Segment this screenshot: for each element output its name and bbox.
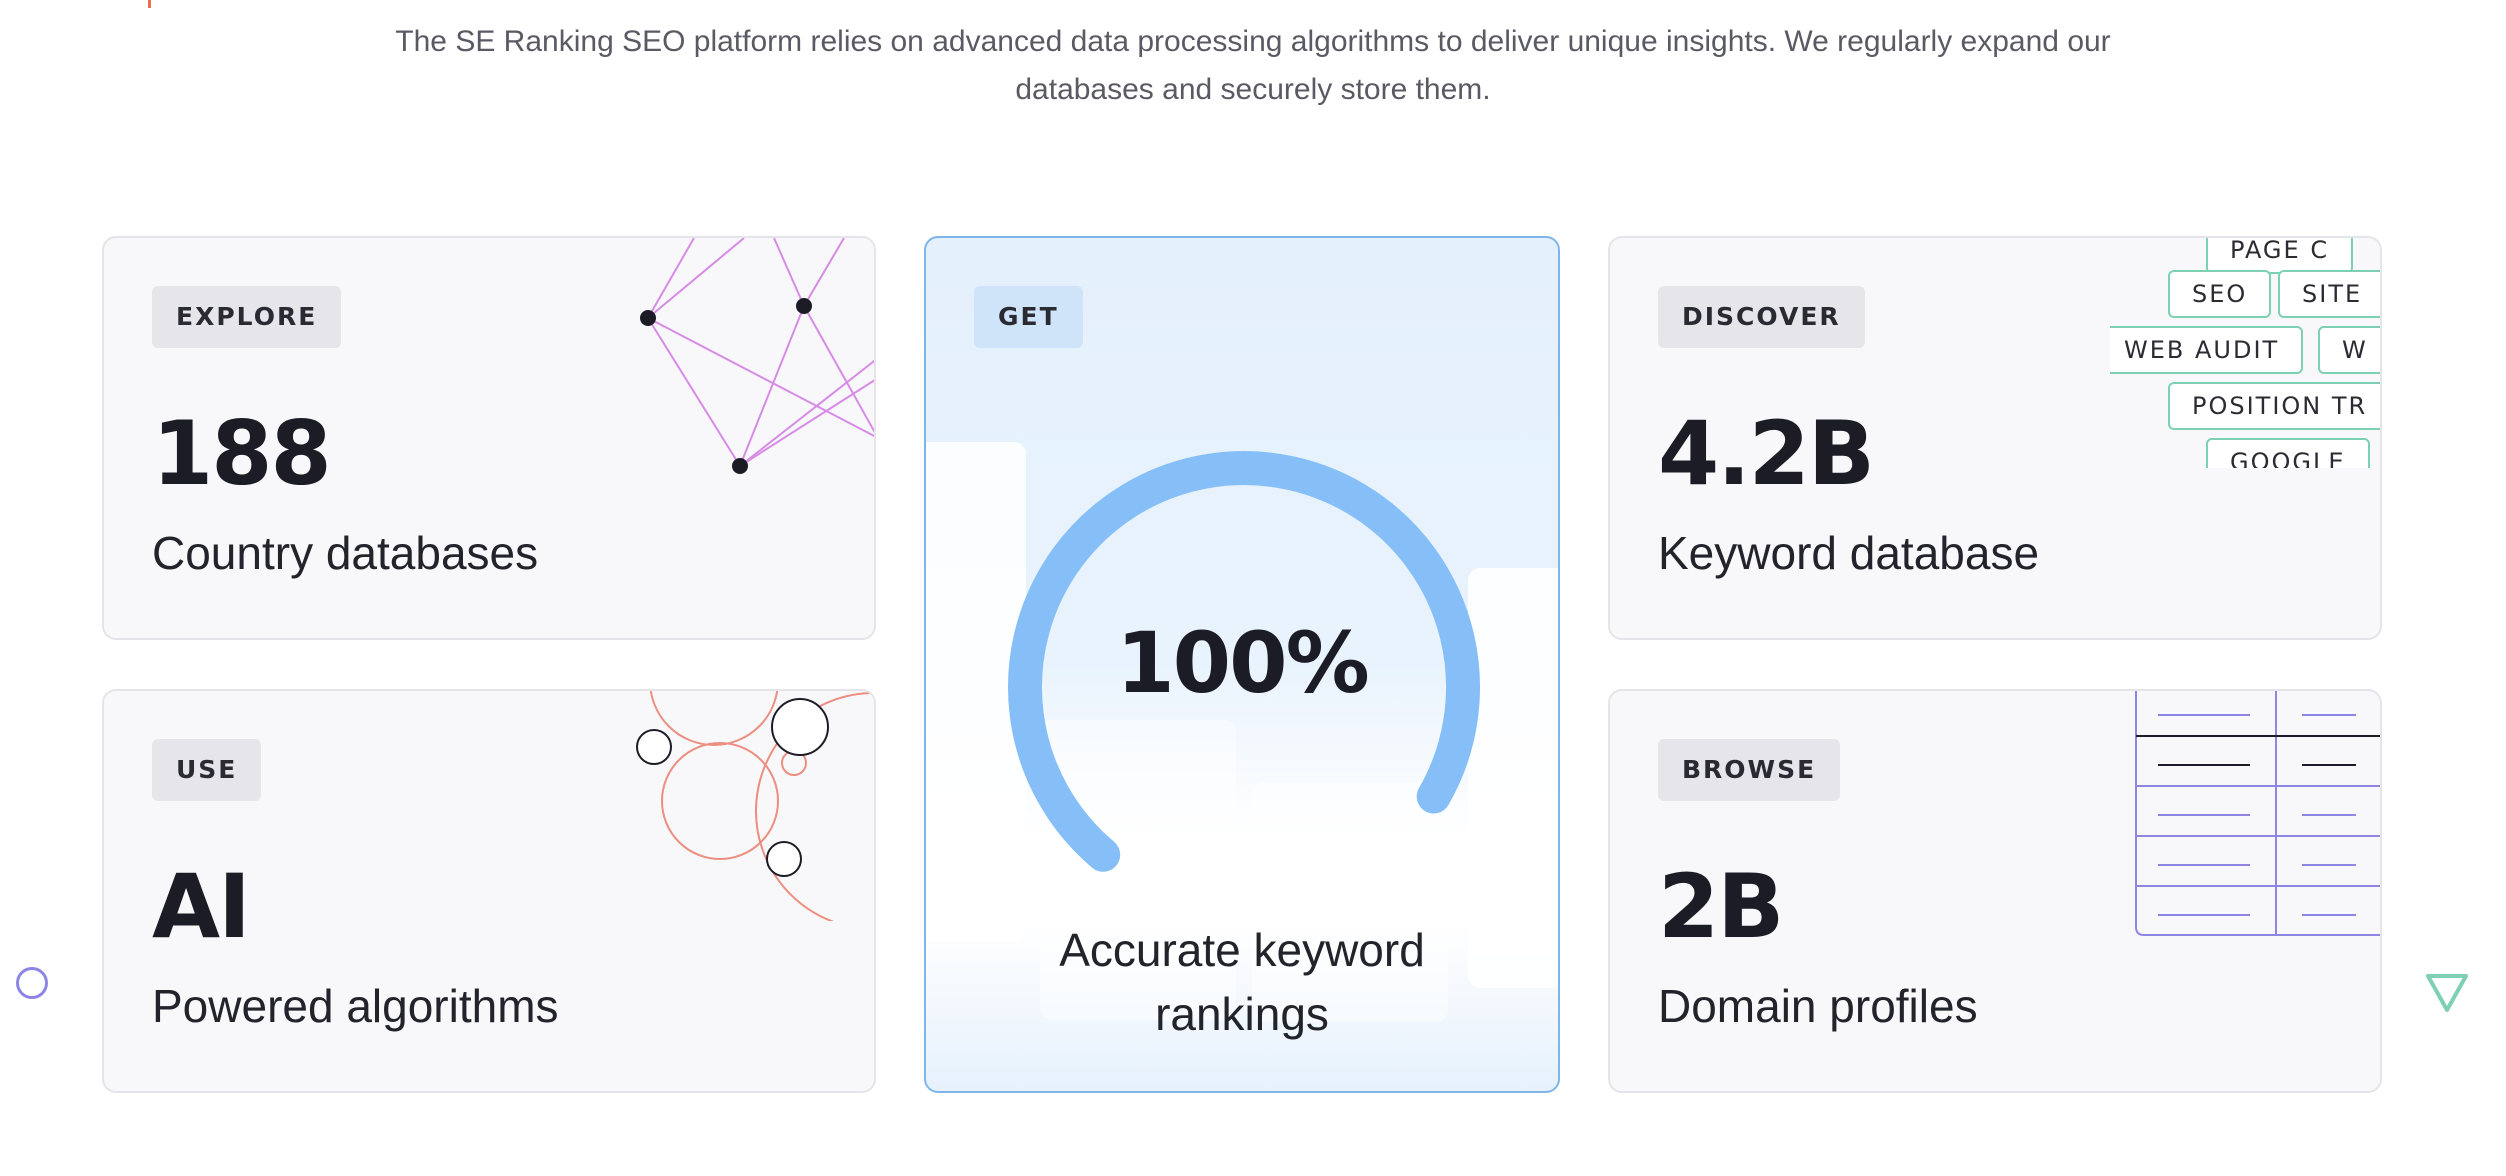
stat-label: Domain profiles bbox=[1658, 980, 1978, 1032]
stat-label: Country databases bbox=[152, 527, 539, 579]
keyword-chip: GOOGLE bbox=[2206, 438, 2370, 468]
keyword-chip: SITE bbox=[2278, 270, 2380, 318]
stat-value: AI bbox=[152, 855, 251, 958]
table-grid-icon bbox=[2135, 691, 2380, 936]
tag-get: GET bbox=[974, 286, 1083, 348]
stat-label: Accurate keyword rankings bbox=[1059, 924, 1425, 1040]
triangle-icon bbox=[2426, 974, 2468, 1012]
tag-use: USE bbox=[152, 739, 262, 801]
card-keyword-database: PAGE C SEO SITE WEB AUDIT W POSITION TR … bbox=[1608, 236, 2382, 640]
stat-label: Powered algorithms bbox=[152, 980, 559, 1032]
background-block bbox=[1040, 720, 1236, 1020]
stat-label: Keyword database bbox=[1658, 527, 2040, 579]
network-graph-icon bbox=[640, 238, 874, 474]
card-accurate-keyword-rankings: GET 100% Accurate keyword rankings bbox=[924, 236, 1560, 1093]
circle-icon bbox=[16, 967, 48, 999]
keyword-chip: W bbox=[2318, 326, 2380, 374]
stat-value: 2B bbox=[1658, 855, 1784, 958]
keyword-chip: WEB AUDIT bbox=[2110, 326, 2304, 374]
tag-explore: EXPLORE bbox=[152, 286, 342, 348]
gauge-arc-icon bbox=[1008, 451, 1480, 872]
background-block bbox=[1252, 782, 1448, 1022]
keyword-cloud: PAGE C SEO SITE WEB AUDIT W POSITION TR … bbox=[2110, 238, 2380, 468]
stat-value: 4.2B bbox=[1658, 402, 1875, 505]
card-powered-algorithms: USE AI Powered algorithms bbox=[102, 689, 876, 1093]
tag-browse: BROWSE bbox=[1658, 739, 1841, 801]
bubble-cluster-icon bbox=[636, 691, 874, 921]
intro-text: The SE Ranking SEO platform relies on ad… bbox=[395, 25, 2111, 106]
keyword-chip: POSITION TR bbox=[2168, 382, 2380, 430]
card-country-databases: EXPLORE 188 Country databases bbox=[102, 236, 876, 640]
stat-value: 188 bbox=[152, 402, 332, 505]
gauge-value: 100% bbox=[1116, 614, 1370, 712]
tag-discover: DISCOVER bbox=[1658, 286, 1865, 348]
top-accent-line bbox=[148, 0, 151, 8]
keyword-chip: SEO bbox=[2168, 270, 2272, 318]
card-domain-profiles: BROWSE 2B Domain profiles bbox=[1608, 689, 2382, 1093]
background-block bbox=[1468, 568, 1558, 988]
keyword-chip: PAGE C bbox=[2206, 238, 2354, 274]
